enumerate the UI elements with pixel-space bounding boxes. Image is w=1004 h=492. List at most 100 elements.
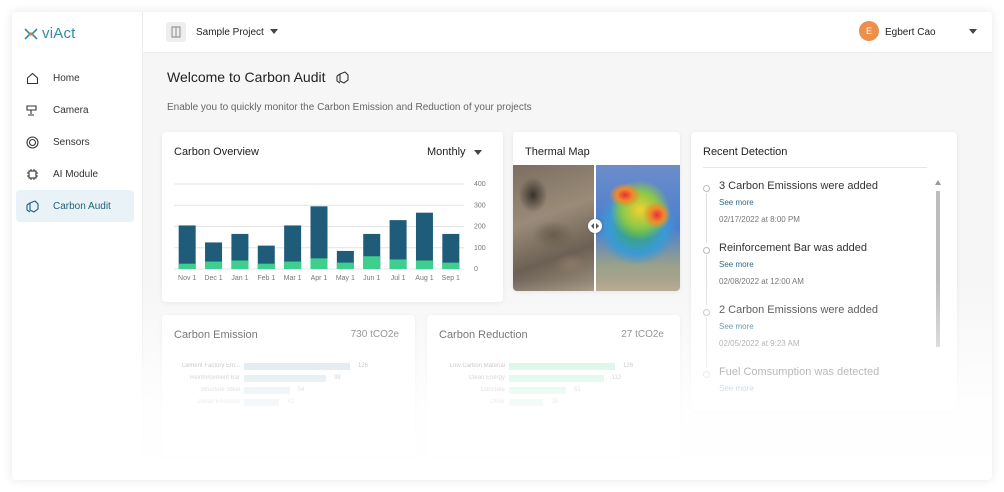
timeline-line — [706, 193, 707, 243]
logo[interactable]: viAct — [24, 25, 76, 42]
chevron-down-icon — [473, 149, 482, 155]
card-title: Carbon Overview — [174, 146, 259, 158]
y-tick-label: 100 — [474, 245, 486, 252]
emission-bar[interactable] — [231, 233, 249, 269]
sidebar-item-camera[interactable]: Camera — [16, 94, 134, 126]
bar[interactable] — [509, 374, 604, 382]
reduction-bar[interactable] — [415, 260, 433, 270]
timeline-line — [706, 255, 707, 305]
bar-label: Reinforcement Bar — [189, 375, 240, 381]
list-item: 3 Carbon Emissions were added See more 0… — [703, 180, 929, 243]
user-name[interactable]: Egbert Cao — [885, 27, 936, 38]
chevron-down-icon[interactable] — [969, 29, 977, 34]
y-tick-label: 0 — [474, 266, 478, 273]
reduction-bar[interactable] — [178, 263, 196, 269]
bar-row: Other 28 — [439, 397, 558, 407]
x-tick-label: Feb 1 — [257, 275, 275, 282]
carbon-overview-chart: 0 100 200 300 400 Nov 1 Dec 1 Jan 1 Feb 1 Mar 1 Ap… — [174, 181, 486, 282]
reduction-bar[interactable] — [389, 259, 407, 269]
card-title: Carbon Reduction — [439, 329, 528, 341]
carbon-reduction-card: Carbon Reduction 27 tCO2e Low Carbon Mat… — [427, 315, 680, 455]
reduction-bar[interactable] — [442, 262, 460, 269]
bar-label: Cement Factory Em... — [181, 363, 240, 369]
reduction-bar[interactable] — [205, 261, 223, 269]
emission-bar[interactable] — [257, 245, 275, 269]
chip-icon — [24, 166, 40, 182]
emission-bar[interactable] — [284, 225, 302, 269]
emission-bar[interactable] — [389, 220, 407, 269]
sidebar-item-label: Carbon Audit — [53, 200, 111, 212]
bar[interactable] — [244, 398, 280, 406]
emission-total: 730 tCO2e — [350, 329, 399, 340]
bar[interactable] — [509, 386, 566, 394]
reduction-bar[interactable] — [231, 260, 249, 270]
sidebar-nav: Home Camera Sensors AI Module — [16, 62, 134, 222]
list-item: Reinforcement Bar was added See more 02/… — [703, 242, 929, 305]
reduction-bar[interactable] — [284, 261, 302, 269]
timeline-line — [706, 317, 707, 367]
reduction-bar[interactable] — [336, 262, 354, 269]
compare-handle[interactable] — [588, 219, 602, 233]
x-tick-label: Nov 1 — [178, 275, 196, 282]
site-photo — [513, 165, 595, 291]
see-more-link[interactable]: See more — [719, 322, 754, 331]
bar[interactable] — [244, 362, 351, 370]
bar-row: Clean Energy 112 — [439, 373, 621, 383]
detection-time: 02/08/2022 at 12:00 AM — [719, 277, 804, 286]
emission-bar[interactable] — [178, 225, 196, 269]
see-more-link[interactable]: See more — [719, 198, 754, 207]
scrollbar[interactable] — [935, 180, 941, 347]
x-tick-label: Jul 1 — [391, 275, 406, 282]
carbon-emission-card: Carbon Emission 730 tCO2e Cement Factory… — [162, 315, 415, 455]
list-item: Fuel Comsumption was detected See more — [703, 366, 929, 428]
bar-row: Structure Steel 54 — [174, 385, 304, 395]
bar-row: Low Carbon Material 126 — [439, 361, 633, 371]
project-icon-button[interactable] — [166, 22, 186, 42]
bar-row: Concrete 51 — [439, 385, 581, 395]
detection-text: 2 Carbon Emissions were added — [719, 304, 878, 316]
reduction-bar[interactable] — [257, 263, 275, 269]
bar-row: Cement Factory Em... 126 — [174, 361, 368, 371]
x-tick-label: Mar 1 — [284, 275, 302, 282]
thermal-comparison-image[interactable] — [513, 165, 680, 291]
recent-detection-card: Recent Detection 3 Carbon Emissions were… — [691, 132, 957, 411]
bar-value: 126 — [623, 363, 634, 369]
scrollbar-thumb[interactable] — [936, 191, 940, 347]
detection-text: Fuel Comsumption was detected — [719, 366, 880, 378]
emission-bar[interactable] — [415, 212, 433, 269]
scroll-up-icon[interactable] — [935, 180, 941, 185]
bar-value: 51 — [574, 387, 581, 393]
carbon-icon — [24, 198, 40, 214]
bar-row: Diesel Emission 42 — [174, 397, 294, 407]
timeline-dot — [703, 185, 710, 192]
bar[interactable] — [509, 398, 544, 406]
bar[interactable] — [244, 386, 290, 394]
period-dropdown[interactable]: Monthly — [427, 146, 482, 158]
period-value: Monthly — [427, 146, 466, 158]
divider — [703, 167, 927, 168]
timeline-dot — [703, 247, 710, 254]
sidebar-item-carbon-audit[interactable]: Carbon Audit — [16, 190, 134, 222]
sidebar-item-ai-module[interactable]: AI Module — [16, 158, 134, 190]
x-tick-label: Aug 1 — [415, 275, 433, 282]
home-icon — [24, 70, 40, 86]
bar[interactable] — [244, 374, 327, 382]
sidebar-item-label: Home — [53, 72, 80, 84]
reduction-bar[interactable] — [310, 258, 328, 269]
emission-bar[interactable] — [310, 206, 328, 269]
thermal-heatmap — [595, 165, 680, 291]
sidebar-item-sensors[interactable]: Sensors — [16, 126, 134, 158]
see-more-link[interactable]: See more — [719, 384, 754, 393]
bar[interactable] — [509, 362, 616, 370]
drag-arrows-icon — [591, 223, 599, 229]
carbon-overview-card: Carbon Overview Monthly 0 100 200 300 400 Nov… — [162, 132, 503, 302]
sidebar-item-label: AI Module — [53, 168, 99, 180]
page-title-text: Welcome to Carbon Audit — [167, 69, 326, 85]
emission-bar[interactable] — [442, 233, 460, 269]
see-more-link[interactable]: See more — [719, 260, 754, 269]
sidebar-item-home[interactable]: Home — [16, 62, 134, 94]
project-selector[interactable]: Sample Project — [196, 27, 264, 38]
chevron-down-icon[interactable] — [270, 29, 278, 34]
avatar[interactable]: E — [859, 21, 879, 41]
reduction-bar[interactable] — [363, 256, 381, 269]
